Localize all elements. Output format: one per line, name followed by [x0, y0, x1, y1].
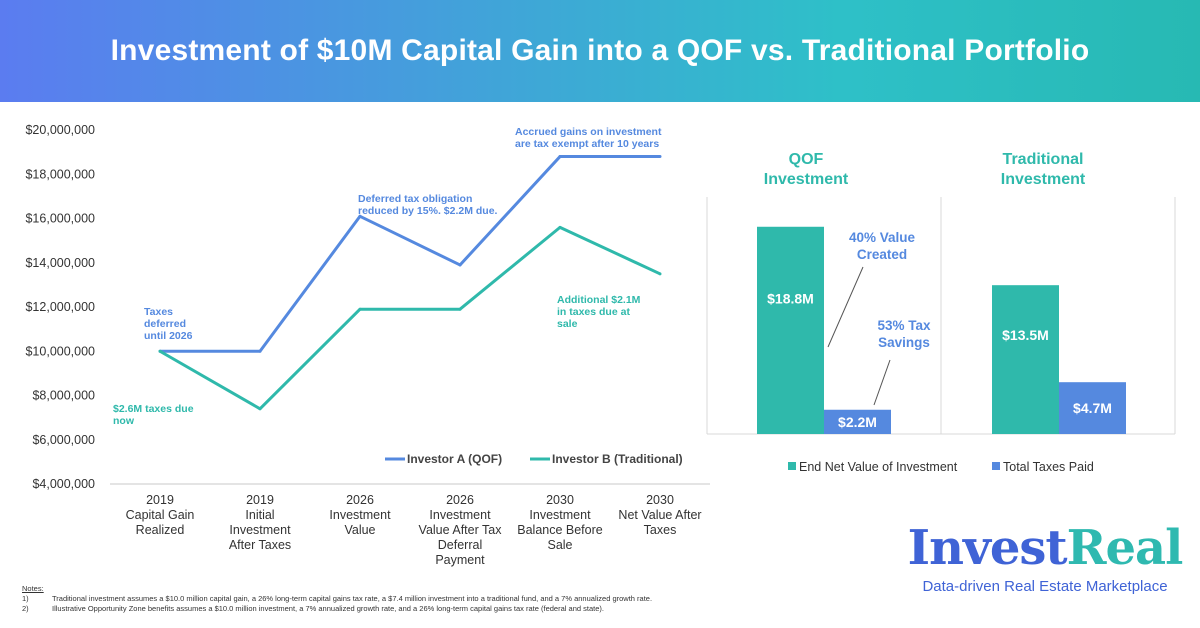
- y-tick-label: $14,000,000: [25, 256, 95, 270]
- logo-part-2: Real: [1066, 520, 1184, 576]
- bar: [1059, 382, 1126, 434]
- y-tick-label: $10,000,000: [25, 344, 95, 358]
- y-tick-label: $18,000,000: [25, 167, 95, 181]
- legend-label: End Net Value of Investment: [799, 460, 958, 474]
- logo-part-1: Invest: [907, 520, 1068, 576]
- y-tick-label: $12,000,000: [25, 300, 95, 314]
- data-point: [158, 349, 162, 353]
- legend-label: Total Taxes Paid: [1003, 460, 1094, 474]
- y-tick-label: $6,000,000: [32, 433, 95, 447]
- x-tick-label: 2019 Initial Investment After Taxes: [229, 493, 291, 552]
- data-point: [658, 272, 662, 276]
- annotation-taxes-due-now: $2.6M taxes due now: [113, 403, 194, 427]
- bar: [992, 285, 1059, 434]
- annotation-pointer: [873, 359, 891, 406]
- data-point: [658, 155, 662, 159]
- data-point: [358, 307, 362, 311]
- annotation-accrued-gains: Accrued gains on investment are tax exemp…: [515, 126, 662, 150]
- logo-wordmark: InvestReal: [900, 520, 1190, 576]
- annotation-taxes-deferred: Taxes deferred until 2026: [144, 306, 193, 342]
- notes-title: Notes:: [22, 584, 44, 593]
- legend-label: Investor B (Traditional): [552, 452, 683, 466]
- bar-value-label: $18.8M: [767, 290, 814, 306]
- bar-value-label: $4.7M: [1073, 400, 1112, 416]
- title-banner: Investment of $10M Capital Gain into a Q…: [0, 0, 1200, 102]
- y-tick-label: $4,000,000: [32, 477, 95, 491]
- note-number: 1): [22, 594, 29, 603]
- data-point: [558, 225, 562, 229]
- legend-swatch: [992, 462, 1000, 470]
- note-row: 1) Traditional investment assumes a $10.…: [22, 594, 862, 604]
- data-point: [258, 349, 262, 353]
- data-point: [458, 263, 462, 267]
- x-tick-label: 2030 Investment Balance Before Sale: [517, 493, 603, 552]
- annotation-value-created: 40% Value Created: [849, 230, 916, 262]
- x-tick-label: 2026 Investment Value: [329, 493, 391, 537]
- data-point: [358, 214, 362, 218]
- annotation-tax-savings: 53% Tax Savings: [877, 318, 931, 350]
- x-tick-label: 2030 Net Value After Taxes: [618, 493, 701, 537]
- x-tick-label: 2019 Capital Gain Realized: [126, 493, 195, 537]
- legend-swatch: [788, 462, 796, 470]
- group-title: QOF Investment: [764, 151, 849, 188]
- y-tick-label: $20,000,000: [25, 123, 95, 137]
- note-number: 2): [22, 604, 29, 613]
- group-title: Traditional Investment: [1001, 151, 1086, 188]
- series-line-investor-b: [159, 225, 661, 411]
- data-point: [258, 407, 262, 411]
- annotation-pointer: [827, 266, 864, 348]
- data-point: [458, 307, 462, 311]
- line-chart: $4,000,000 $6,000,000 $8,000,000 $10,000,00…: [25, 123, 710, 567]
- bar: [824, 409, 891, 434]
- annotation-deferred-obligation: Deferred tax obligation reduced by 15%. $…: [358, 193, 498, 217]
- data-point: [558, 155, 562, 159]
- y-tick-label: $8,000,000: [32, 389, 95, 403]
- footnotes: Notes: 1) Traditional investment assumes…: [22, 584, 862, 614]
- bar-chart: QOF Investment $18.8M $2.2M Traditional Inves…: [706, 151, 1176, 474]
- y-tick-label: $16,000,000: [25, 212, 95, 226]
- note-text: Traditional investment assumes a $10.0 m…: [52, 594, 653, 603]
- bar: [757, 226, 824, 434]
- bar-value-label: $13.5M: [1002, 327, 1049, 343]
- bar-value-label: $2.2M: [838, 414, 877, 430]
- x-tick-label: 2026 Investment Value After Tax Deferral Pay…: [419, 493, 503, 567]
- note-text: Illustrative Opportunity Zone benefits a…: [52, 604, 604, 613]
- brand-tagline: Data-driven Real Estate Marketplace: [922, 578, 1168, 595]
- page-title: Investment of $10M Capital Gain into a Q…: [110, 34, 1090, 67]
- brand-logo: InvestReal Data-driven Real Estate Marke…: [900, 520, 1190, 595]
- annotation-additional-taxes: Additional $2.1M in taxes due at sale: [557, 294, 641, 330]
- legend-label: Investor A (QOF): [407, 452, 502, 466]
- series-line-investor-a: [160, 155, 660, 353]
- note-row: 2) Illustrative Opportunity Zone benefit…: [22, 604, 862, 614]
